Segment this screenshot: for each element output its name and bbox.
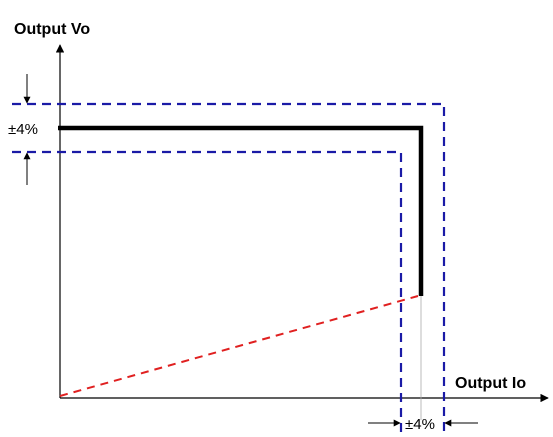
voltage-tolerance-marker: ±4% [8, 74, 38, 185]
output-characteristic-curve [58, 125, 424, 296]
voltage-tolerance-label: ±4% [8, 121, 38, 138]
y-axis-label: Output Vo [14, 21, 90, 38]
x-axis-label: Output Io [455, 375, 526, 392]
foldback-line [59, 295, 419, 397]
tolerance-band [12, 102, 446, 437]
current-tolerance-marker: ±4% [368, 416, 478, 433]
tolerance-upper-limit [12, 102, 446, 437]
current-tolerance-label: ±4% [405, 416, 435, 433]
tolerance-lower-limit [12, 150, 403, 437]
